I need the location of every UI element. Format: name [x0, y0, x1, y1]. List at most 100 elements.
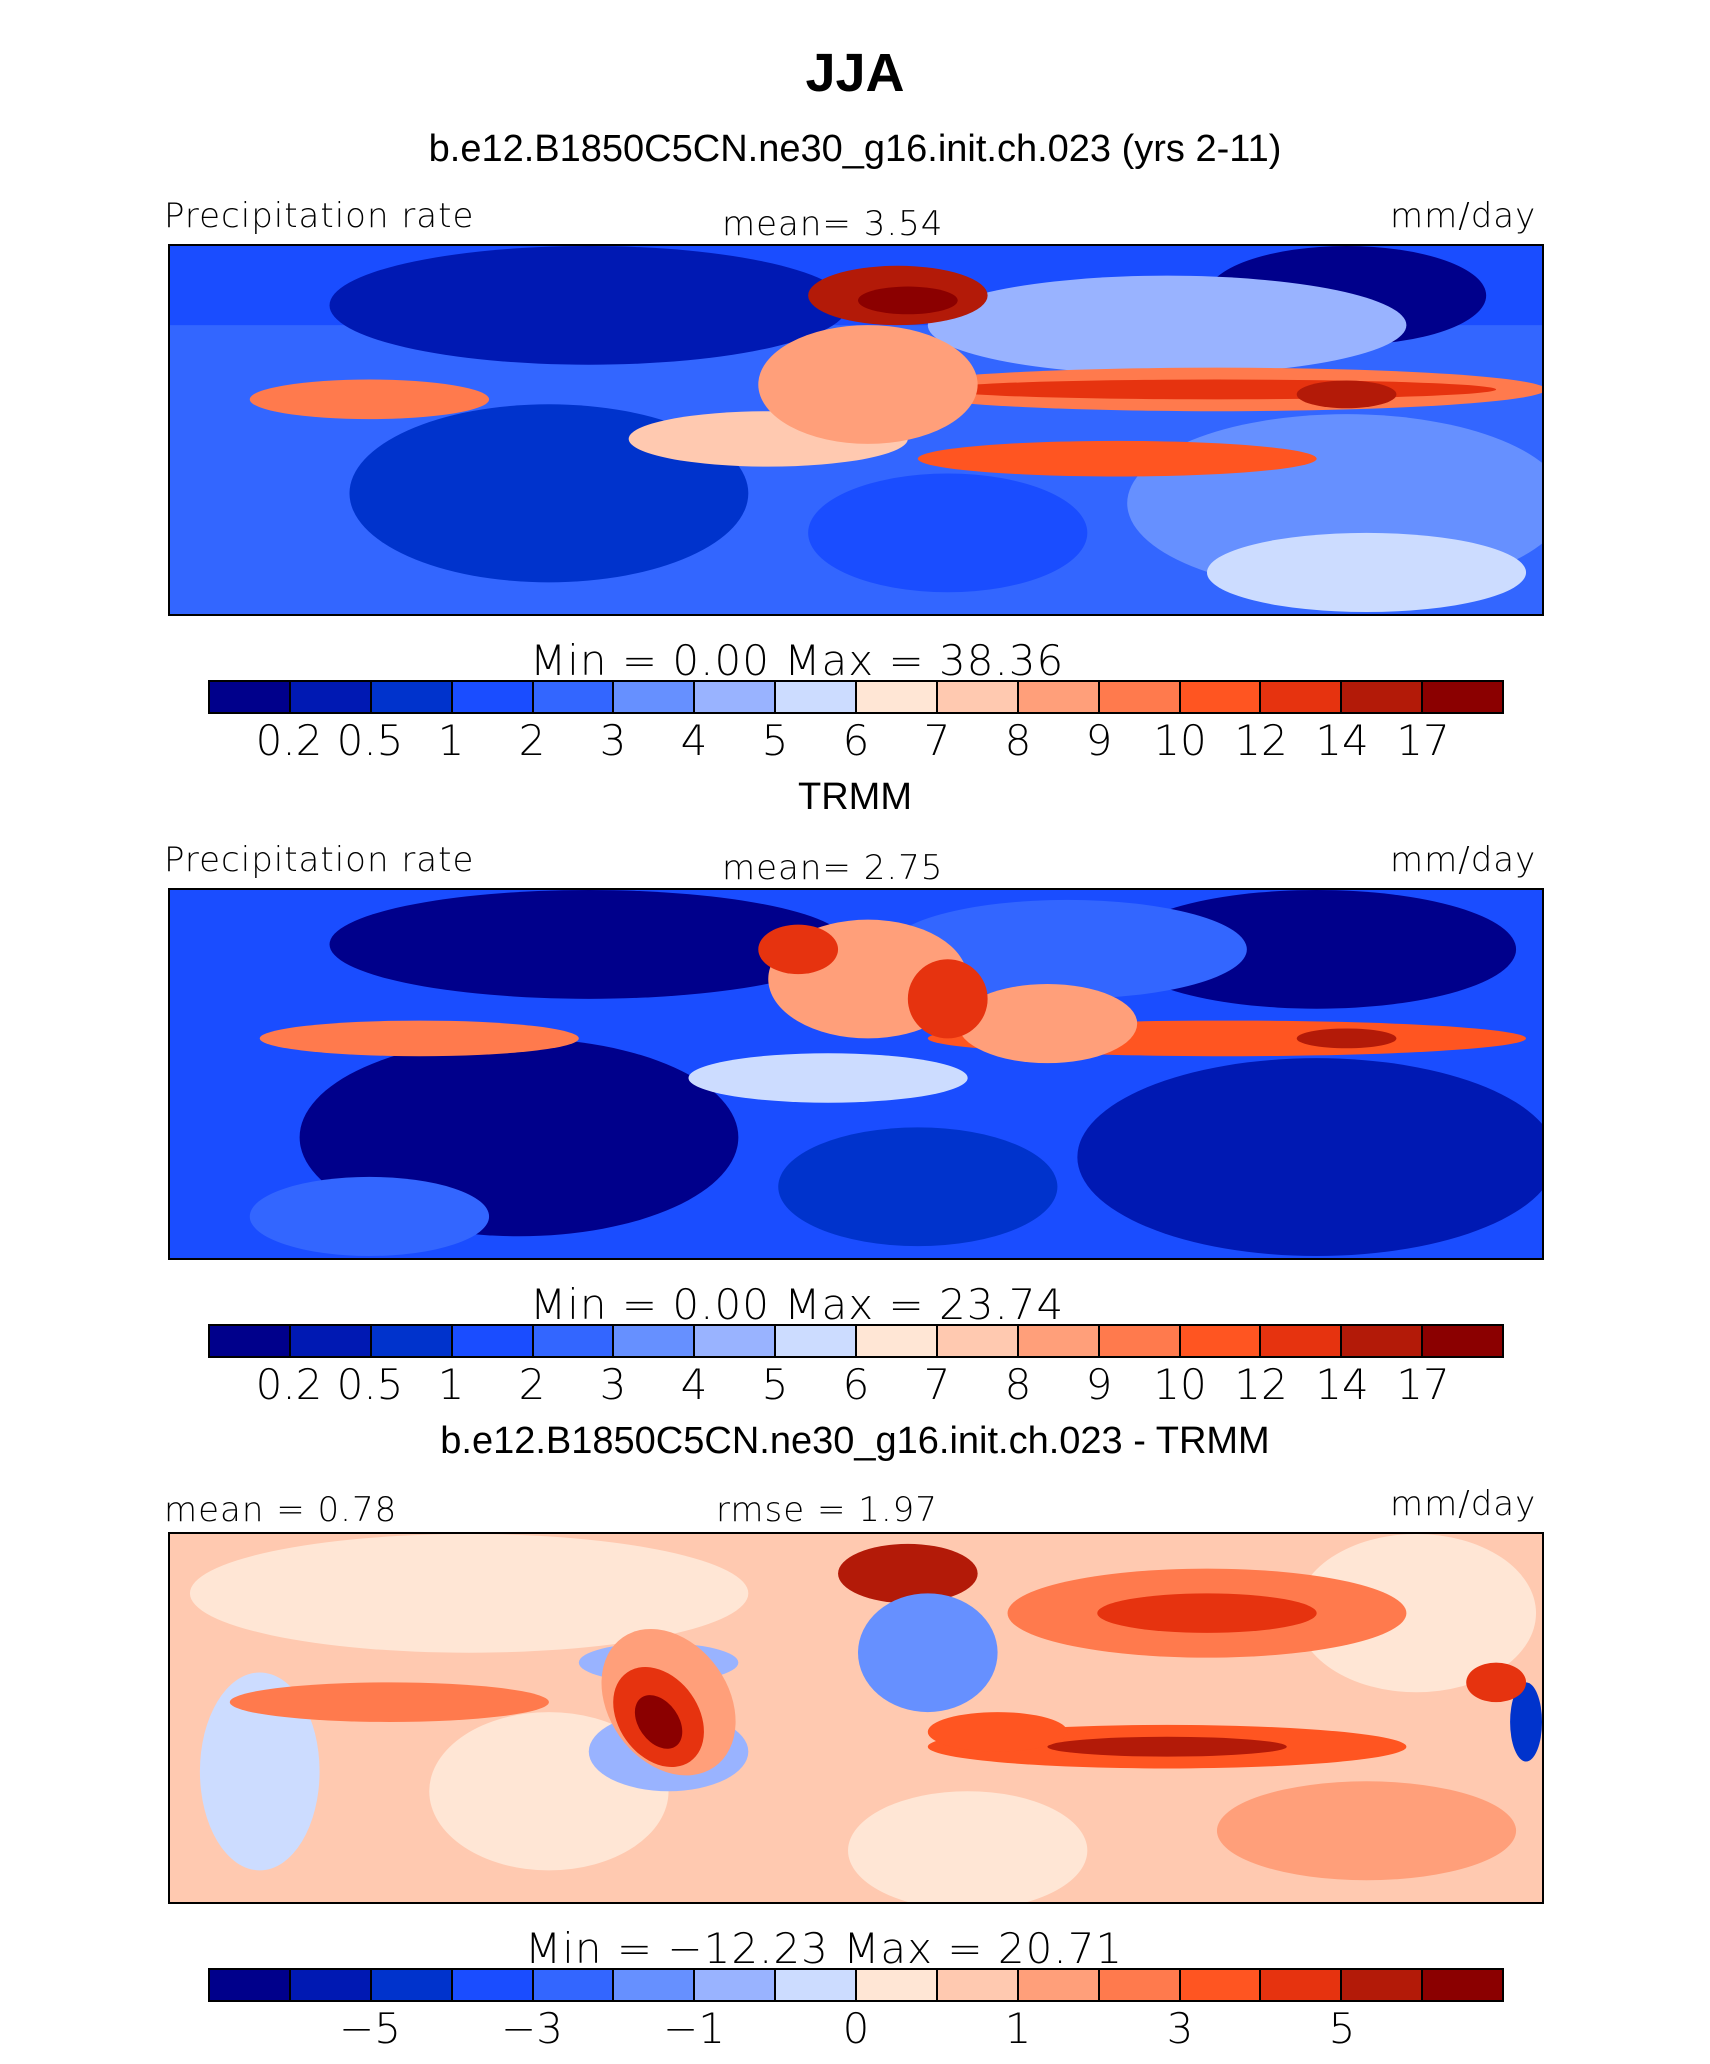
colorbar-segment: [614, 1970, 696, 2000]
colorbar-segment: [1342, 1970, 1424, 2000]
panel1-subtitle: b.e12.B1850C5CN.ne30_g16.init.ch.023 (yr…: [428, 128, 1282, 170]
panel2-mean-label: mean= 2.75: [722, 848, 944, 888]
panel3-units-label: mm/day: [1390, 1484, 1537, 1524]
colorbar-tick-label: 17: [1396, 716, 1450, 765]
panel2-minmax: Min = 0.00 Max = 23.74: [530, 1280, 1065, 1329]
colorbar-tick-label: 6: [842, 716, 870, 765]
colorbar-tick-label: 12: [1234, 716, 1288, 765]
colorbar-segment: [1423, 1326, 1502, 1356]
figure-title: JJA: [805, 43, 905, 103]
colorbar-tick-label: −3: [501, 2004, 563, 2053]
panel2-subtitle: TRMM: [798, 776, 912, 818]
colorbar-segment: [857, 1970, 938, 2000]
colorbar-tick-label: 7: [923, 1360, 951, 1409]
colorbar-segment: [614, 682, 696, 712]
colorbar-segment: [371, 1326, 453, 1356]
panel2-units-label: mm/day: [1390, 840, 1537, 880]
colorbar-tick-label: 1: [437, 716, 465, 765]
colorbar-segment: [937, 682, 1019, 712]
panel1-units-label: mm/day: [1390, 196, 1537, 236]
colorbar-segment: [371, 1970, 453, 2000]
colorbar-tick-label: 0.5: [336, 1360, 404, 1409]
colorbar-tick-label: 12: [1234, 1360, 1288, 1409]
panel2-map: [168, 888, 1544, 1260]
colorbar-tick-label: 2: [518, 716, 546, 765]
colorbar-tick-label: 0.2: [255, 716, 323, 765]
panel2-variable-label: Precipitation rate: [164, 840, 475, 880]
colorbar-tick-label: 8: [1004, 716, 1032, 765]
colorbar-segment: [776, 1326, 857, 1356]
colorbar-tick-label: 4: [680, 716, 708, 765]
colorbar-tick-label: 10: [1153, 716, 1207, 765]
colorbar-tick-label: 5: [761, 1360, 789, 1409]
colorbar-segment: [1099, 1970, 1181, 2000]
colorbar-tick-label: 10: [1153, 1360, 1207, 1409]
colorbar-tick-label: 3: [1166, 2004, 1194, 2053]
colorbar-segment: [1261, 1326, 1343, 1356]
panel3-subtitle: b.e12.B1850C5CN.ne30_g16.init.ch.023 - T…: [440, 1420, 1270, 1462]
colorbar-tick-label: 14: [1315, 1360, 1369, 1409]
colorbar-segment: [1180, 682, 1262, 712]
colorbar-segment: [452, 682, 534, 712]
colorbar-segment: [1423, 1970, 1502, 2000]
colorbar-tick-label: 0.5: [336, 716, 404, 765]
panel3-rmse-label: rmse = 1.97: [716, 1490, 938, 1530]
colorbar-segment: [290, 682, 372, 712]
colorbar-tick-label: 2: [518, 1360, 546, 1409]
colorbar-tick-label: 6: [842, 1360, 870, 1409]
panel3-colorbar: [208, 1968, 1504, 2002]
colorbar-tick-label: 3: [599, 716, 627, 765]
colorbar-segment: [1099, 682, 1181, 712]
colorbar-segment: [210, 682, 291, 712]
colorbar-tick-label: 4: [680, 1360, 708, 1409]
colorbar-segment: [695, 1970, 777, 2000]
colorbar-tick-label: 14: [1315, 716, 1369, 765]
panel1-map: [168, 244, 1544, 616]
colorbar-tick-label: 9: [1085, 716, 1113, 765]
colorbar-segment: [210, 1970, 291, 2000]
colorbar-tick-label: 5: [761, 716, 789, 765]
colorbar-tick-label: 17: [1396, 1360, 1450, 1409]
colorbar-segment: [290, 1970, 372, 2000]
colorbar-tick-label: 7: [923, 716, 951, 765]
panel3-map-svg: [170, 1534, 1542, 1902]
colorbar-segment: [452, 1326, 534, 1356]
colorbar-segment: [937, 1326, 1019, 1356]
panel3-minmax: Min = −12.23 Max = 20.71: [525, 1924, 1124, 1973]
colorbar-segment: [776, 1970, 857, 2000]
colorbar-segment: [1423, 682, 1502, 712]
colorbar-segment: [533, 1970, 615, 2000]
panel1-variable-label: Precipitation rate: [164, 196, 475, 236]
colorbar-tick-label: 3: [599, 1360, 627, 1409]
colorbar-tick-label: 0.2: [255, 1360, 323, 1409]
colorbar-segment: [1099, 1326, 1181, 1356]
panel1-minmax: Min = 0.00 Max = 38.36: [530, 636, 1065, 685]
colorbar-tick-label: 5: [1328, 2004, 1356, 2053]
colorbar-segment: [695, 682, 777, 712]
colorbar-tick-label: 1: [437, 1360, 465, 1409]
panel1-colorbar: [208, 680, 1504, 714]
colorbar-segment: [210, 1326, 291, 1356]
panel2-colorbar: [208, 1324, 1504, 1358]
colorbar-segment: [1342, 1326, 1424, 1356]
colorbar-segment: [452, 1970, 534, 2000]
panel1-mean-label: mean= 3.54: [722, 204, 944, 244]
colorbar-segment: [1180, 1326, 1262, 1356]
colorbar-segment: [533, 1326, 615, 1356]
colorbar-segment: [1261, 682, 1343, 712]
panel2-map-svg: [170, 890, 1542, 1258]
colorbar-segment: [857, 1326, 938, 1356]
colorbar-segment: [776, 682, 857, 712]
colorbar-segment: [695, 1326, 777, 1356]
colorbar-segment: [1018, 1326, 1100, 1356]
colorbar-segment: [1261, 1970, 1343, 2000]
colorbar-segment: [614, 1326, 696, 1356]
panel1-map-svg: [170, 246, 1542, 614]
colorbar-segment: [1018, 682, 1100, 712]
colorbar-tick-label: −5: [339, 2004, 401, 2053]
colorbar-segment: [1018, 1970, 1100, 2000]
colorbar-segment: [857, 682, 938, 712]
colorbar-tick-label: 0: [842, 2004, 870, 2053]
colorbar-segment: [937, 1970, 1019, 2000]
panel3-mean-label: mean = 0.78: [164, 1490, 398, 1530]
